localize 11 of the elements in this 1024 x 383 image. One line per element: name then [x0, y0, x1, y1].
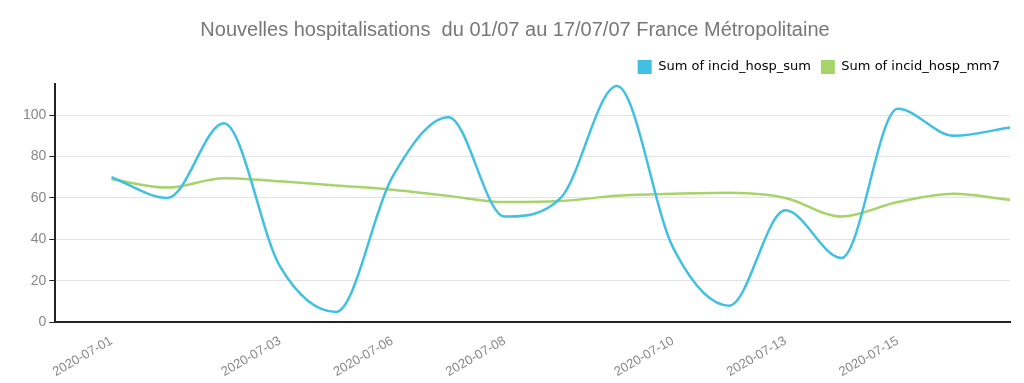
line-series — [110, 84, 1012, 314]
y-tick-label: 0 — [38, 313, 47, 330]
y-tick-label: 100 — [23, 105, 47, 122]
y-tick-label: 40 — [30, 230, 47, 247]
line-series — [110, 177, 1012, 218]
y-tick-label: 20 — [30, 271, 47, 288]
legend-label: Sum of incid_hosp_sum — [658, 58, 811, 74]
legend-label: Sum of incid_hosp_mm7 — [841, 58, 1001, 74]
chart-title: Nouvelles hospitalisations du 01/07 au 17/07/07 France Métropolitaine — [200, 17, 830, 40]
y-tick-label: 80 — [30, 147, 47, 164]
y-tick-label: 60 — [30, 188, 47, 205]
